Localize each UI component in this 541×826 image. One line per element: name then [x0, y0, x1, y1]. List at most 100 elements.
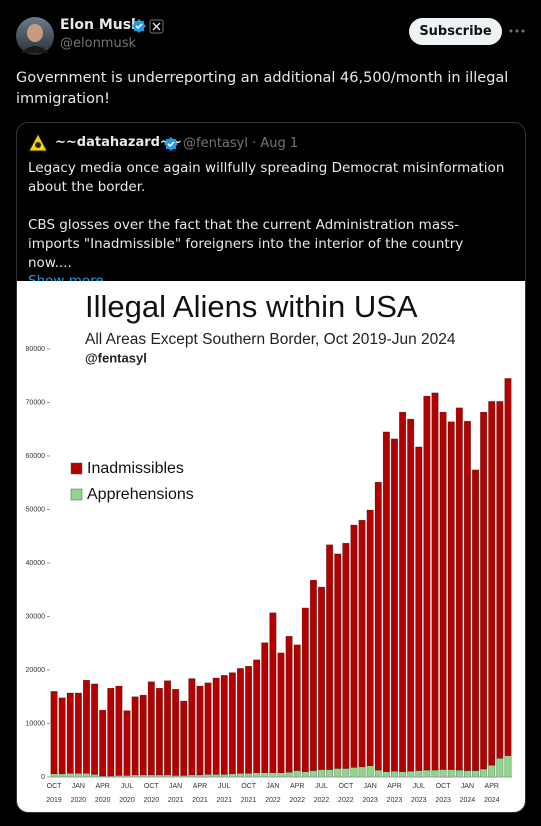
x-tick-label: APR 2023 [387, 783, 403, 804]
x-tick-label: APR 2022 [289, 783, 305, 804]
bar-segment [204, 682, 212, 775]
bar-segment [496, 758, 504, 778]
quote-tweet[interactable]: ~~datahazard~~ @fentasyl · Aug 1 Legacy … [16, 122, 526, 813]
bar-segment [358, 519, 366, 768]
bar-segment [82, 773, 90, 778]
x-tick-label: JAN 2020 [71, 783, 87, 804]
bar-segment [326, 769, 334, 778]
bar-segment [220, 675, 228, 775]
avatar[interactable] [16, 17, 54, 55]
bar-segment [236, 773, 244, 778]
bar-segment [431, 769, 439, 778]
x-tick-label: JUL 2023 [411, 783, 427, 804]
quote-meta: @fentasyl · Aug 1 [183, 136, 299, 151]
quote-paragraph: CBS glosses over the fact that the curre… [28, 217, 464, 271]
y-tick-label: 20000 [26, 667, 46, 674]
bar-segment [455, 407, 463, 771]
bar-segment [480, 768, 488, 778]
bar-segment [480, 411, 488, 770]
bar-segment [423, 769, 431, 778]
bar-segment [439, 769, 447, 778]
quote-body: Legacy media once again willfully spread… [28, 159, 508, 289]
bar-segment [293, 770, 301, 778]
bar-segment [245, 773, 253, 778]
x-tick-label: OCT 2020 [144, 783, 160, 804]
bar-segment [180, 700, 188, 776]
quote-paragraph: Legacy media once again willfully spread… [28, 160, 505, 195]
x-tick-label: APR 2021 [192, 783, 208, 804]
x-tick-label: JAN 2024 [460, 783, 476, 804]
x-tick-label: APR 2024 [484, 783, 500, 804]
y-tick-label: 60000 [26, 453, 46, 460]
bar-segment [139, 694, 147, 776]
bar-segment [131, 696, 139, 776]
bar-segment [350, 767, 358, 778]
bar-segment [472, 469, 480, 771]
author-name[interactable]: Elon Musk [60, 17, 141, 33]
bar-segment [431, 392, 439, 771]
y-tick-label: 80000 [26, 346, 46, 353]
badges [132, 19, 164, 34]
bar-segment [390, 770, 398, 778]
bar-segment [155, 687, 163, 776]
bar-segment [269, 772, 277, 778]
bar-segment [212, 677, 220, 775]
more-menu[interactable] [508, 24, 526, 38]
bar-segment [350, 524, 358, 768]
bar-segment [66, 773, 74, 778]
x-tick-label: JAN 2021 [168, 783, 184, 804]
y-tick-label: 0 [41, 774, 45, 781]
chart: Illegal Aliens within USA All Areas Exce… [17, 281, 525, 812]
bar-segment [334, 553, 342, 769]
bar-segment [261, 642, 269, 773]
bar-segment [455, 769, 463, 778]
bar-segment [196, 685, 204, 776]
bar-segment [123, 710, 131, 776]
bar-segment [253, 772, 261, 778]
bar-segment [488, 401, 496, 766]
bar-segment [253, 659, 261, 773]
bar-segment [309, 770, 317, 778]
x-tick-label: OCT 2023 [435, 783, 451, 804]
y-tick-label: 70000 [26, 399, 46, 406]
bar-segment [318, 586, 326, 770]
bar-segment [439, 411, 447, 770]
bar-segment [399, 771, 407, 778]
y-tick-label: 50000 [26, 506, 46, 513]
bar-segment [504, 378, 512, 756]
bar-segment [285, 636, 293, 773]
bar-segment [447, 769, 455, 778]
author-handle[interactable]: @elonmusk [60, 36, 137, 51]
bar-segment [50, 691, 58, 775]
bar-segment [504, 755, 512, 778]
bar-segment [415, 770, 423, 778]
bar-segment [99, 709, 107, 777]
bar-segment [147, 681, 155, 776]
subscribe-button[interactable]: Subscribe [409, 18, 502, 45]
bar-segment [407, 418, 415, 772]
bar-segment [269, 612, 277, 773]
bar-segment [366, 509, 374, 767]
bar-segment [74, 692, 82, 774]
bar-segment [358, 766, 366, 778]
bar-segment [91, 683, 99, 775]
bar-segment [293, 644, 301, 771]
quote-author[interactable]: ~~datahazard~~ [55, 135, 182, 150]
legend-swatch [70, 462, 83, 475]
bar-segment [309, 579, 317, 771]
tweet-text: Government is underreporting an addition… [16, 70, 509, 107]
bar-segment [74, 773, 82, 778]
bar-segment [261, 772, 269, 778]
chart-subtitle: All Areas Except Southern Border, Oct 20… [85, 331, 456, 348]
x-tick-label: OCT 2019 [46, 783, 62, 804]
bar-segment [463, 420, 471, 771]
bar-segment [115, 685, 123, 776]
x-tick-label: JUL 2021 [216, 783, 232, 804]
y-tick-label: 10000 [26, 720, 46, 727]
x-tick-label: JAN 2023 [362, 783, 378, 804]
legend-swatch [70, 488, 83, 501]
bar-segment [407, 770, 415, 778]
bar-segment [415, 446, 423, 771]
bar-segment [496, 401, 504, 759]
bar-segment [382, 771, 390, 778]
